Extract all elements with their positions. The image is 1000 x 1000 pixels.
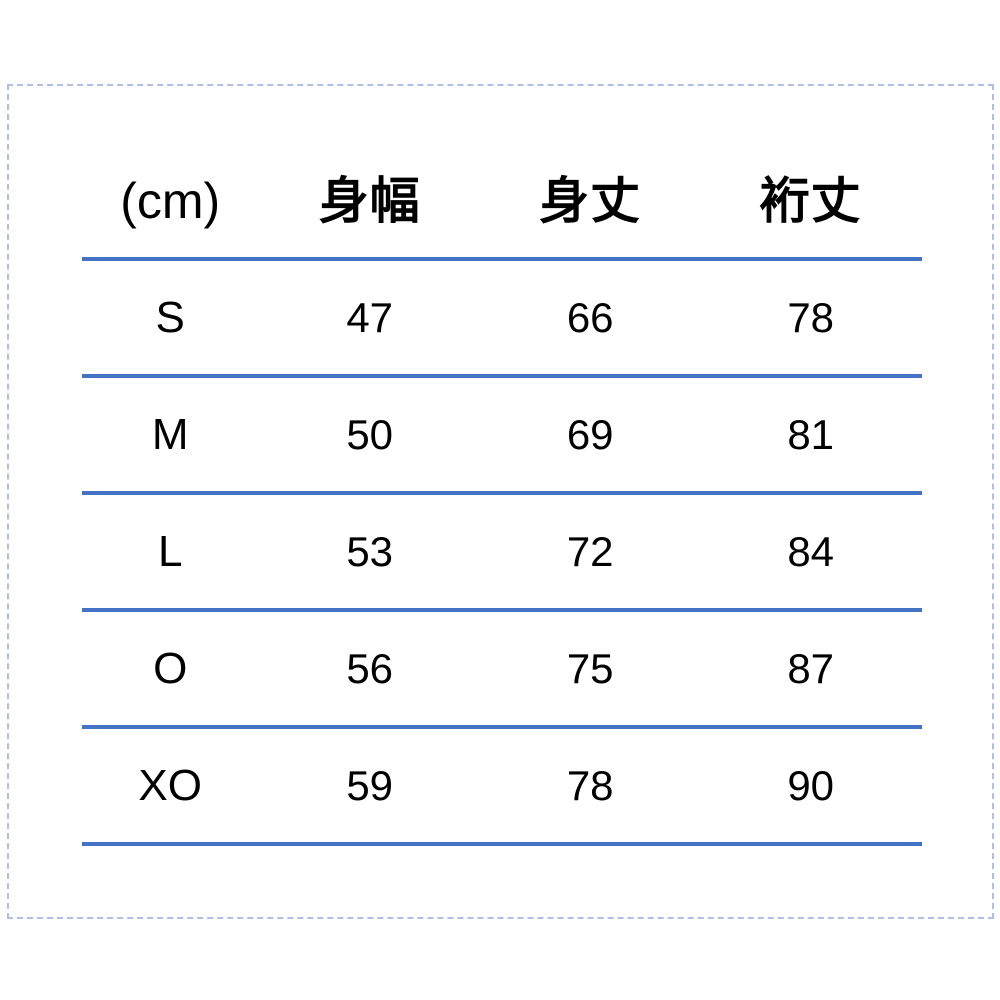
value-cell: 56 [346, 644, 394, 692]
value-cell: 69 [566, 410, 614, 458]
table-row-s: S 47 66 78 [82, 261, 922, 378]
size-chart-table: (cm) 身幅 身丈 裄丈 S 47 66 78 M 50 69 81 L 53… [82, 145, 922, 846]
value-cell: 81 [787, 410, 835, 458]
value-cell: 78 [566, 761, 614, 809]
dashed-border-frame [7, 84, 994, 919]
header-row: (cm) 身幅 身丈 裄丈 [82, 145, 922, 261]
value-cell: 50 [346, 410, 394, 458]
value-cell: 47 [346, 293, 394, 341]
column-header-sleeve-length: 裄丈 [759, 173, 862, 229]
column-header-body-length: 身丈 [539, 173, 642, 229]
value-cell: 84 [787, 527, 835, 575]
value-cell: 90 [787, 761, 835, 809]
value-cell: 53 [346, 527, 394, 575]
size-label: L [157, 526, 183, 576]
value-cell: 59 [346, 761, 394, 809]
column-header-body-width: 身幅 [318, 173, 421, 229]
value-cell: 66 [566, 293, 614, 341]
value-cell: 87 [787, 644, 835, 692]
unit-header: (cm) [120, 173, 221, 229]
table-row-xo: XO 59 78 90 [82, 729, 922, 846]
value-cell: 75 [566, 644, 614, 692]
size-label: XO [138, 760, 202, 810]
value-cell: 72 [566, 527, 614, 575]
size-label: S [155, 292, 185, 342]
size-label: O [153, 643, 188, 693]
table-row-l: L 53 72 84 [82, 495, 922, 612]
size-label: M [151, 409, 189, 459]
value-cell: 78 [787, 293, 835, 341]
table-row-o: O 56 75 87 [82, 612, 922, 729]
table-row-m: M 50 69 81 [82, 378, 922, 495]
